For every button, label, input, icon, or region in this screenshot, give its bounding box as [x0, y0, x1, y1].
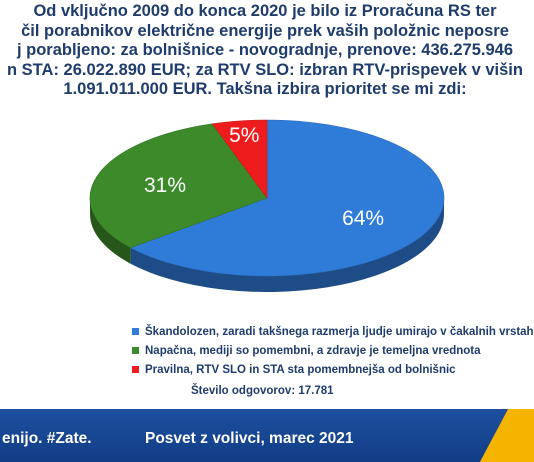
- title-line-3: j porabljeno: za bolnišnice - novogradnj…: [16, 41, 514, 59]
- response-count: Število odgovorov: 17.781: [191, 385, 334, 397]
- legend-label-3: Pravilna, RTV SLO in STA sta pomembnejša…: [145, 363, 456, 376]
- legend-label-1: Škandolozen, zaradi takšnega razmerja lj…: [145, 325, 534, 338]
- pie-sides: [90, 198, 445, 292]
- pie-slice-1: [129, 119, 445, 277]
- pie-chart: 64% 31% 5%: [89, 119, 445, 292]
- legend-swatch-3: [132, 366, 139, 373]
- pie-slice-3: [211, 119, 268, 199]
- slice-label-2: 31%: [144, 174, 186, 197]
- chart-legend: Škandolozen, zaradi takšnega razmerja lj…: [132, 322, 534, 379]
- title-line-5: 1.091.011.000 EUR. Takšna izbira priorit…: [63, 80, 467, 98]
- pie-slice-2: [89, 123, 268, 249]
- pie-side-1: [130, 198, 445, 292]
- legend-label-2: Napačna, mediji so pomembni, a zdravje j…: [145, 344, 481, 357]
- slice-label-1: 64%: [342, 207, 384, 230]
- footer-slogan: enijo. #Zate.: [2, 430, 92, 447]
- title-line-1: Od vključno 2009 do konca 2020 je bilo i…: [33, 2, 497, 20]
- legend-swatch-1: [132, 328, 139, 335]
- chart-title: Od vključno 2009 do konca 2020 je bilo i…: [0, 2, 534, 100]
- legend-item-2: Napačna, mediji so pomembni, a zdravje j…: [132, 341, 534, 360]
- title-line-2: čil porabnikov električne energije prek …: [21, 21, 509, 40]
- slice-label-3: 5%: [229, 124, 259, 147]
- title-line-4: n STA: 26.022.890 EUR; za RTV SLO: izbra…: [7, 60, 523, 79]
- legend-swatch-2: [132, 347, 139, 354]
- legend-item-1: Škandolozen, zaradi takšnega razmerja lj…: [132, 322, 534, 341]
- legend-item-3: Pravilna, RTV SLO in STA sta pomembnejša…: [132, 360, 534, 379]
- footer-accent-right: [479, 409, 534, 462]
- footer-event: Posvet z volivci, marec 2021: [145, 430, 354, 447]
- footer-bar: enijo. #Zate. Posvet z volivci, marec 20…: [0, 409, 534, 462]
- pie-side-2: [90, 198, 131, 264]
